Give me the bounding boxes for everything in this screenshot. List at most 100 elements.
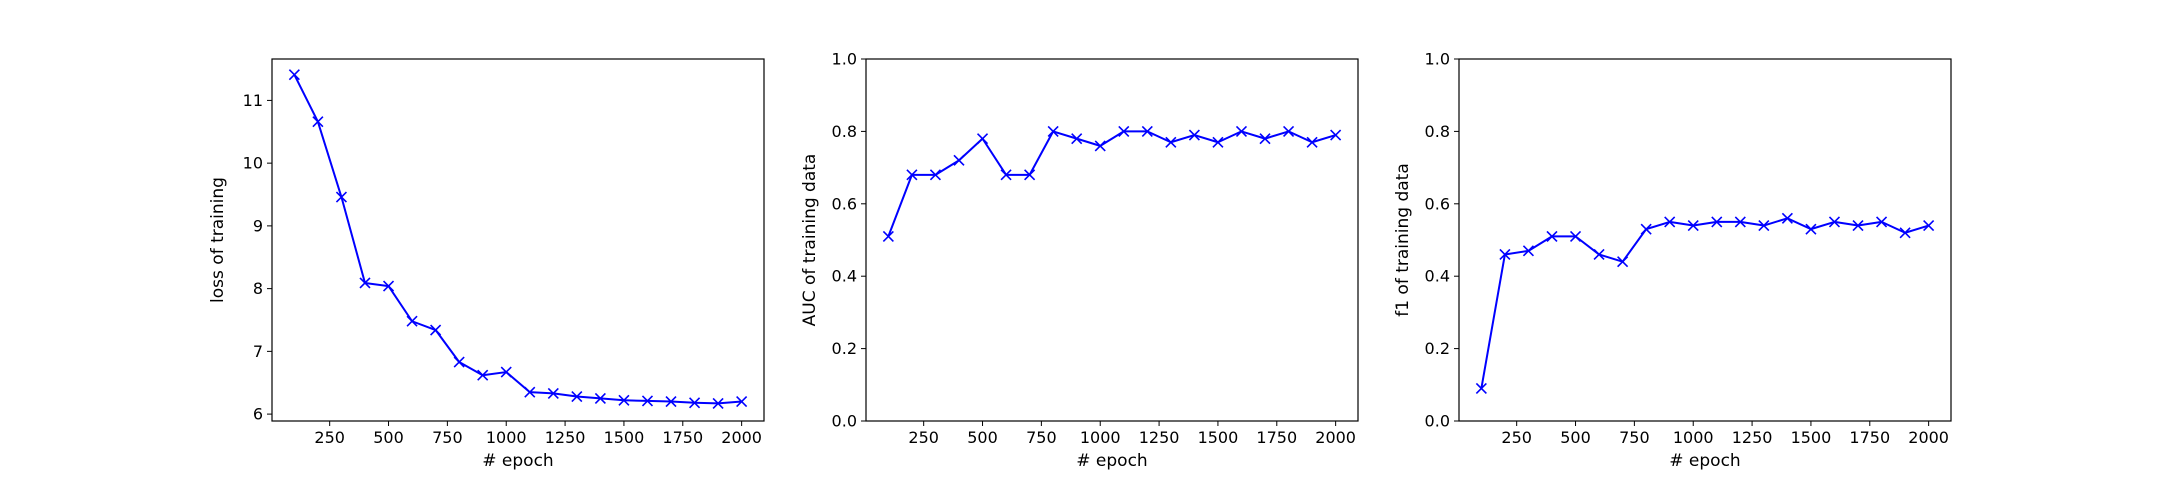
f1-y-tick-label: 0.2 (1425, 339, 1450, 358)
f1-data-point (1899, 227, 1911, 239)
f1-data-point (1875, 216, 1888, 228)
auc-x-tick-label: 1500 (1198, 428, 1239, 447)
auc-series-line (887, 130, 1336, 237)
auc-data-point (1165, 136, 1177, 148)
auc-x-tick-label: 1750 (1256, 428, 1297, 447)
auc-data-point (1282, 125, 1295, 137)
auc-data-point (976, 133, 989, 145)
f1-x-tick-label: 750 (1619, 428, 1650, 447)
f1-data-point (1805, 223, 1817, 235)
auc-x-axis-label: # epoch (1076, 451, 1147, 471)
auc-chart-panel: 250 500 750 1000 1250 1500 1750 2000 0.0 0.2 0.4 0.… (800, 50, 1359, 471)
f1-data-point (1617, 256, 1629, 268)
auc-data-point (1141, 125, 1153, 137)
f1-data-point (1923, 219, 1935, 232)
loss-data-point (736, 395, 748, 408)
f1-y-tick-label: 0.4 (1425, 267, 1450, 286)
loss-data-point (594, 392, 606, 404)
loss-data-point (406, 315, 418, 327)
f1-x-axis-label: # epoch (1669, 451, 1740, 471)
auc-x-tick-label: 250 (908, 428, 939, 447)
loss-x-tick-label: 500 (373, 428, 404, 447)
f1-chart-panel: 250 500 750 1000 1250 1500 1750 2000 0.0 0.2 0.4 0.… (1393, 50, 1952, 471)
loss-y-tick-label: 7 (253, 342, 263, 361)
auc-data-point (1094, 140, 1106, 152)
loss-x-tick-label: 250 (314, 428, 345, 447)
auc-data-point (1047, 125, 1059, 137)
auc-data-point (1212, 136, 1224, 148)
f1-x-tick-label: 250 (1501, 428, 1532, 447)
f1-y-tick-label: 0.0 (1425, 412, 1450, 431)
f1-data-point (1640, 223, 1652, 235)
auc-data-point (906, 169, 918, 181)
f1-y-tick-label: 1.0 (1425, 50, 1450, 69)
f1-x-tick-label: 2000 (1908, 428, 1949, 447)
loss-data-point (382, 280, 395, 292)
auc-axes-frame (865, 58, 1359, 422)
loss-data-point (524, 386, 536, 398)
auc-data-point (929, 169, 942, 181)
auc-data-point (882, 230, 894, 242)
loss-data-point (312, 116, 324, 128)
loss-data-point (618, 394, 630, 406)
loss-data-point (335, 191, 348, 203)
auc-x-tick-label: 1250 (1139, 428, 1180, 447)
f1-x-tick-label: 1000 (1673, 428, 1714, 447)
auc-y-tick-label: 1.0 (832, 50, 857, 69)
loss-x-tick-label: 1750 (662, 428, 703, 447)
f1-data-point (1711, 216, 1723, 228)
f1-data-point (1593, 248, 1605, 261)
auc-data-point (1188, 129, 1200, 141)
loss-data-point (500, 366, 512, 378)
loss-x-tick-label: 750 (432, 428, 463, 447)
auc-data-point (1024, 169, 1036, 181)
f1-x-tick-label: 1250 (1732, 428, 1773, 447)
auc-x-tick-label: 750 (1026, 428, 1057, 447)
f1-axes-frame (1458, 58, 1952, 422)
loss-chart-panel: 250 500 750 1000 1250 1500 1750 2000 6 7 8 9 10 11 # e… (208, 58, 765, 471)
f1-data-point (1569, 230, 1582, 242)
loss-y-axis-label: loss of training (208, 177, 228, 303)
f1-data-point (1734, 216, 1746, 228)
f1-data-point (1546, 230, 1558, 242)
loss-x-tick-label: 1500 (604, 428, 645, 447)
loss-x-tick-label: 1250 (545, 428, 586, 447)
f1-y-axis-label: f1 of training data (1393, 163, 1413, 317)
f1-y-tick-label: 0.6 (1425, 194, 1450, 213)
auc-data-point (1259, 133, 1271, 145)
loss-data-point (571, 390, 583, 403)
f1-x-tick-label: 500 (1560, 428, 1591, 447)
loss-axes-frame (271, 58, 765, 422)
f1-x-tick-label: 1750 (1849, 428, 1890, 447)
auc-y-tick-label: 0.6 (832, 194, 857, 213)
loss-data-point (665, 395, 677, 408)
f1-data-point (1664, 216, 1676, 228)
f1-y-tick-label: 0.8 (1425, 122, 1450, 141)
loss-data-point (288, 69, 300, 81)
auc-x-tick-label: 2000 (1315, 428, 1356, 447)
auc-x-tick-label: 1000 (1080, 428, 1121, 447)
loss-y-tick-label: 6 (253, 405, 263, 424)
loss-y-tick-label: 9 (253, 216, 263, 235)
auc-y-tick-label: 0.4 (832, 267, 857, 286)
loss-x-tick-label: 2000 (721, 428, 762, 447)
loss-data-point (430, 324, 442, 336)
loss-data-point (477, 369, 489, 381)
loss-x-tick-label: 1000 (486, 428, 527, 447)
loss-data-point (688, 397, 701, 409)
auc-y-tick-label: 0.0 (832, 412, 857, 431)
f1-series-line (1480, 217, 1929, 389)
f1-data-point (1475, 382, 1487, 394)
f1-data-point (1781, 212, 1793, 224)
auc-data-point (1000, 169, 1012, 181)
f1-data-point (1852, 219, 1864, 232)
auc-data-point (1306, 136, 1318, 148)
loss-data-point (359, 277, 371, 289)
auc-data-point (1330, 129, 1342, 141)
f1-data-point (1499, 248, 1511, 261)
f1-x-tick-label: 1500 (1791, 428, 1832, 447)
f1-data-point (1522, 245, 1535, 257)
f1-data-point (1828, 216, 1841, 228)
loss-y-tick-label: 10 (243, 154, 263, 173)
auc-y-tick-label: 0.2 (832, 339, 857, 358)
